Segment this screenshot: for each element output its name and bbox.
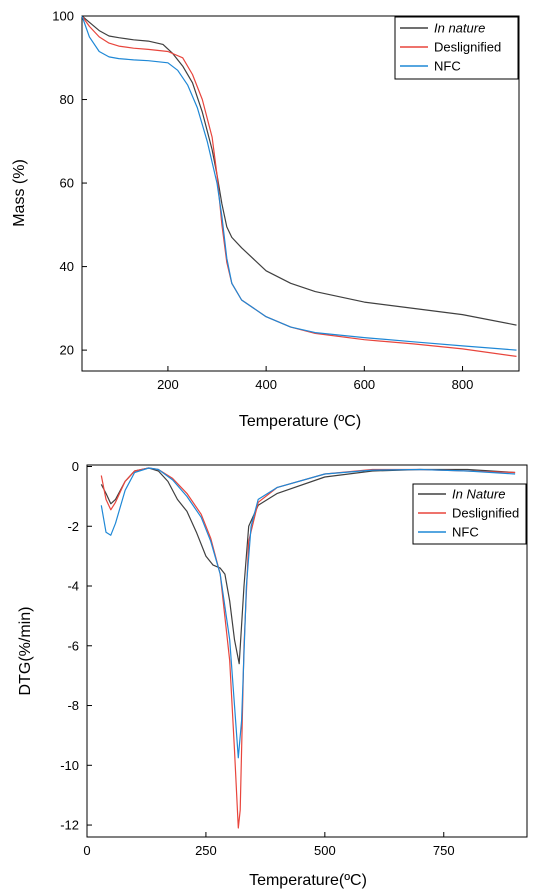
mass-x-tick-label: 400 <box>255 377 277 392</box>
mass-legend: In nature Deslignified NFC <box>394 16 519 80</box>
dtg-series-lines <box>100 467 516 829</box>
dtg-y-tick-label: -4 <box>67 579 79 594</box>
mass-y-tick-label: 80 <box>60 92 74 107</box>
dtg-plot-frame <box>86 464 528 838</box>
mass-series-lines <box>81 15 517 357</box>
dtg-y-tick-label: -6 <box>67 638 79 653</box>
mass-x-axis-title: Temperature (ºC) <box>239 413 361 430</box>
mass-y-tick-label: 60 <box>60 176 74 191</box>
dtg-series-line-2 <box>100 467 516 759</box>
dtg-legend-label-2: NFC <box>452 525 479 540</box>
dtg-x-tick-label: 750 <box>433 843 455 858</box>
dtg-y-tick-label: -12 <box>60 818 79 833</box>
mass-y-axis-title: Mass (%) <box>11 159 28 227</box>
dtg-chart: 0 250 500 750 0 -2 -4 -6 -8 -10 -12 Temperature(º… <box>17 459 528 889</box>
mass-y-tick-label: 20 <box>60 343 74 358</box>
dtg-x-tick-label: 500 <box>314 843 336 858</box>
mass-y-ticks: 20 40 60 80 100 <box>52 9 87 358</box>
dtg-y-axis-title: DTG(%/min) <box>17 607 34 696</box>
dtg-x-ticks: 0 250 500 750 <box>83 832 455 858</box>
mass-series-line-1 <box>81 15 517 357</box>
mass-legend-label-1: Deslignified <box>434 40 501 55</box>
mass-x-tick-label: 200 <box>157 377 179 392</box>
dtg-legend-label-0: In Nature <box>452 487 505 502</box>
dtg-legend: In Nature Deslignified NFC <box>412 483 527 545</box>
mass-legend-label-2: NFC <box>434 59 461 74</box>
dtg-y-tick-label: -8 <box>67 698 79 713</box>
mass-y-tick-label: 40 <box>60 259 74 274</box>
dtg-x-tick-label: 250 <box>195 843 217 858</box>
mass-series-line-2 <box>81 15 517 351</box>
mass-x-tick-label: 800 <box>452 377 474 392</box>
dtg-y-tick-label: 0 <box>72 459 79 474</box>
mass-chart: 200 400 600 800 20 40 60 80 100 Temperature (ºC… <box>11 9 520 430</box>
dtg-y-tick-label: -10 <box>60 758 79 773</box>
dtg-x-axis-title: Temperature(ºC) <box>249 872 367 889</box>
mass-legend-label-0: In nature <box>434 21 485 36</box>
mass-series-line-0 <box>81 15 517 326</box>
dtg-y-ticks: 0 -2 -4 -6 -8 -10 -12 <box>60 459 92 833</box>
dtg-x-tick-label: 0 <box>83 843 90 858</box>
mass-x-tick-label: 600 <box>353 377 375 392</box>
dtg-legend-label-1: Deslignified <box>452 506 519 521</box>
mass-y-tick-label: 100 <box>52 9 74 24</box>
mass-x-ticks: 200 400 600 800 <box>157 366 473 392</box>
dtg-y-tick-label: -2 <box>67 519 79 534</box>
mass-plot-frame <box>81 15 520 372</box>
